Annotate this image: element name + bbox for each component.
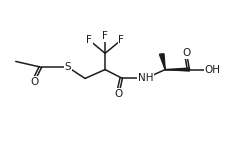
Text: S: S [65, 62, 71, 72]
Polygon shape [159, 54, 165, 70]
Polygon shape [165, 68, 189, 71]
Text: OH: OH [204, 65, 221, 75]
Text: F: F [86, 35, 92, 45]
Text: O: O [182, 48, 191, 58]
Text: O: O [30, 77, 38, 87]
Text: NH: NH [138, 73, 153, 83]
Text: F: F [118, 35, 124, 45]
Text: O: O [115, 89, 123, 99]
Text: F: F [102, 31, 108, 41]
